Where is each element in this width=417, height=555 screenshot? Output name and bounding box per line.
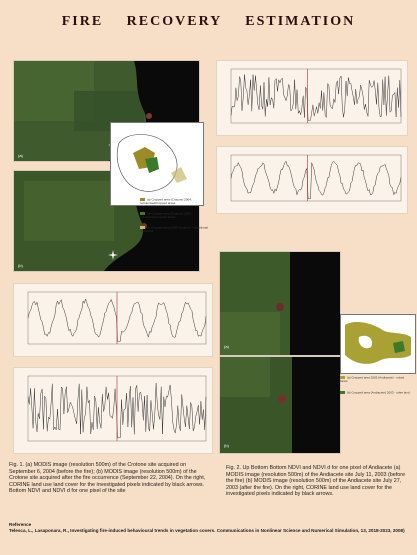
ndvi-plot-crotone-1: [13, 283, 213, 357]
plot-frame: [230, 154, 402, 202]
land-cover-map-crotone: [110, 122, 204, 206]
reference-heading: Reference: [9, 522, 32, 527]
satellite-image-a: (a): [13, 60, 200, 162]
compass-icon: [108, 250, 118, 260]
image-a-label: (a): [224, 344, 229, 349]
image-b-label: (b): [224, 443, 229, 448]
satellite-image-andiacete-b: (b): [219, 356, 341, 454]
ndvi-plot-crotone-2: [13, 367, 213, 454]
figure-1-caption: Fig. 1. (a) MODIS image (resolution 500m…: [9, 462, 206, 495]
figure-2-caption: Fig. 2. Up Bottom Bottom NDVI and NDVI d…: [226, 465, 406, 498]
ndvi-plot-andiacete-1: [216, 60, 408, 136]
legend-andiacete: (a) Cropped area 2003 (Andiacete) - mixe…: [340, 375, 412, 395]
ndvi-series-line: [230, 160, 402, 199]
poster-title: FIRE RECOVERY ESTIMATION: [61, 14, 356, 29]
ndvi-plot-andiacete-2: [216, 146, 408, 214]
image-b-label: (b): [18, 263, 23, 268]
reference-text: Telesca, L., Lasaponara, R., Investigati…: [9, 528, 405, 533]
legend-crotone: (a) Cropped area (Crotone) 2004, recolon…: [140, 197, 212, 233]
reference: Reference Telesca, L., Lasaponara, R., I…: [9, 522, 409, 534]
legend-item: (b) Cropped area (Crotone) 2004, recolon…: [140, 211, 192, 219]
legend-item: (a) Cropped area 2003 (Andiacete) - mixe…: [340, 375, 405, 383]
legend-item: (b) Cropped area (Andiacete) 2003 - othe…: [340, 391, 412, 395]
legend-item: (c) Cropped area 2004 (Crotone) - transi…: [140, 225, 208, 233]
plot-frame: [230, 68, 402, 124]
satellite-image-andiacete-a: (a): [219, 251, 341, 356]
legend-item: (a) Cropped area (Crotone) 2004, recolon…: [140, 197, 192, 205]
ndvi-series-line: [230, 74, 402, 121]
land-cover-map-andiacete: [340, 314, 416, 374]
image-a-label: (a): [18, 153, 23, 158]
